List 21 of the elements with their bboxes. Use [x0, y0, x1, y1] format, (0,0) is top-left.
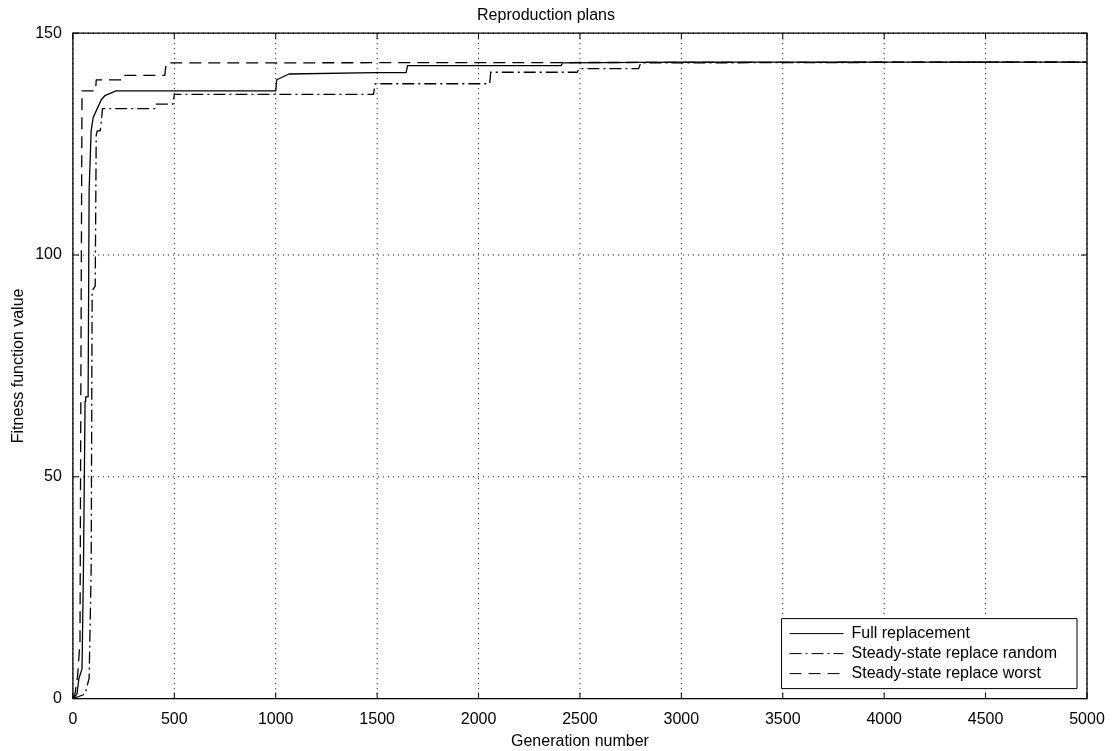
x-tick-label: 4000	[866, 709, 903, 727]
x-tick-label: 2000	[460, 709, 497, 727]
chart-title: Reproduction plans	[477, 6, 615, 24]
x-tick-label: 3000	[663, 709, 700, 727]
x-tick-label: 0	[68, 709, 78, 727]
x-axis-title: Generation number	[511, 731, 650, 749]
x-tick-label: 1500	[359, 709, 396, 727]
x-tick-label: 2500	[562, 709, 598, 727]
legend-label: Steady-state replace random	[851, 644, 1058, 662]
y-tick-label: 100	[35, 245, 62, 263]
y-tick-label: 0	[52, 689, 62, 707]
x-tick-label: 4500	[967, 709, 1004, 727]
x-tick-label: 5000	[1069, 709, 1105, 727]
legend-label: Steady-state replace worst	[851, 664, 1042, 682]
y-axis-title: Fitness function value	[9, 288, 27, 444]
y-tick-label: 50	[44, 467, 62, 485]
x-tick-label: 500	[160, 709, 188, 727]
x-tick-label: 1000	[257, 709, 294, 727]
x-tick-label: 3500	[764, 709, 801, 727]
y-tick-label: 150	[35, 23, 62, 41]
legend-label: Full replacement	[851, 624, 971, 642]
